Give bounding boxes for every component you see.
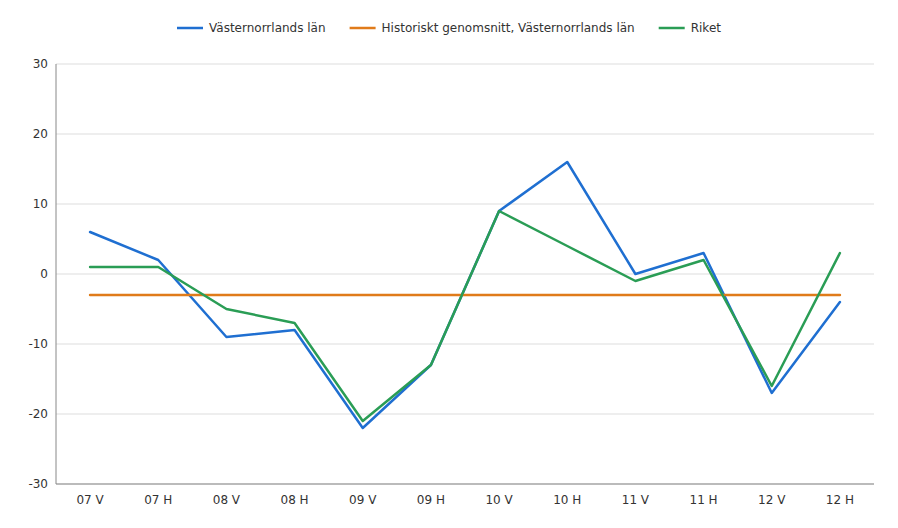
plot-area [90,162,840,428]
legend-label: Historiskt genomsnitt, Västernorrlands l… [382,21,635,35]
y-tick-label: 10 [33,197,48,211]
x-axis-line [56,484,874,485]
grid-line [56,204,874,205]
grid-line [56,344,874,345]
grid-line [56,134,874,135]
legend-item: Riket [659,21,722,35]
chart-container: -30 -20 -10 0 10 20 30 07 V 07 H 08 V 08 H 09 V 09 H… [0,0,898,528]
x-tick-label: 10 H [553,493,581,507]
legend-label: Riket [691,21,722,35]
y-tick-label: -20 [28,407,48,421]
legend-swatch [177,27,203,30]
y-tick-label: 30 [33,57,48,71]
y-axis: -30 -20 -10 0 10 20 30 [28,57,48,491]
series-line [90,162,840,428]
grid [56,64,874,484]
legend: Västernorrlands län Historiskt genomsnitt… [177,21,721,35]
x-tick-label: 07 V [76,493,104,507]
legend-label: Västernorrlands län [209,21,326,35]
x-tick-label: 07 H [144,493,172,507]
grid-line [56,274,874,275]
x-tick-label: 12 V [758,493,786,507]
x-tick-label: 08 H [281,493,309,507]
x-tick-label: 11 H [690,493,718,507]
x-tick-label: 12 H [826,493,854,507]
legend-item: Historiskt genomsnitt, Västernorrlands l… [350,21,635,35]
y-tick-label: -30 [28,477,48,491]
x-tick-label: 10 V [485,493,513,507]
x-axis: 07 V 07 H 08 V 08 H 09 V 09 H 10 V 10 H 11 V 11 H… [76,493,854,507]
legend-item: Västernorrlands län [177,21,326,35]
x-tick-label: 08 V [213,493,241,507]
y-tick-label: -10 [28,337,48,351]
y-axis-line [56,64,57,484]
legend-swatch [659,27,685,30]
x-tick-label: 11 V [622,493,650,507]
x-tick-label: 09 H [417,493,445,507]
y-tick-label: 0 [40,267,48,281]
y-tick-label: 20 [33,127,48,141]
grid-line [56,64,874,65]
legend-swatch [350,27,376,30]
series-line [90,211,840,421]
grid-line [56,484,874,485]
chart: -30 -20 -10 0 10 20 30 07 V 07 H 08 V 08 H 09 V 09 H… [0,0,898,528]
x-tick-label: 09 V [349,493,377,507]
grid-line [56,414,874,415]
